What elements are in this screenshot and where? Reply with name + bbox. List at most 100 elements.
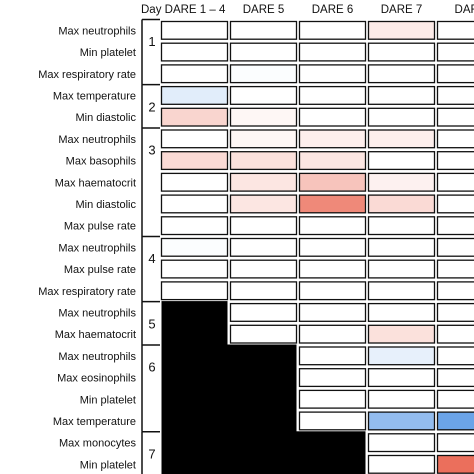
row-label: Max monocytes <box>59 438 137 450</box>
heatmap-cell <box>298 172 367 192</box>
heatmap-cell <box>436 324 474 344</box>
heatmap-cell <box>367 454 436 474</box>
heatmap-cell <box>298 346 367 366</box>
column-header: DARE 6 <box>312 4 354 16</box>
heatmap-cell <box>436 281 474 301</box>
row-label: Max basophils <box>66 156 137 168</box>
heatmap-cell <box>160 281 229 301</box>
heatmap-cell <box>298 237 367 257</box>
heatmap-cell <box>229 85 298 105</box>
not-applicable-block <box>161 322 228 346</box>
heatmap-cell <box>160 172 229 192</box>
group-number: 6 <box>148 360 155 375</box>
heatmap-cell <box>298 302 367 322</box>
heatmap-cell <box>229 259 298 279</box>
heatmap-cell <box>298 411 367 431</box>
heatmap-cell <box>367 346 436 366</box>
heatmap-cell <box>367 129 436 149</box>
heatmap-cell <box>229 151 298 171</box>
heatmap-cell <box>436 172 474 192</box>
row-labels: Max neutrophils Min platelet Max respirato… <box>38 25 136 471</box>
heatmap-cell <box>367 85 436 105</box>
heatmap-cell <box>367 281 436 301</box>
heatmap-cell <box>367 64 436 84</box>
heatmap-cell <box>367 172 436 192</box>
heatmap-cell <box>436 216 474 236</box>
not-applicable-block <box>161 366 297 389</box>
heatmap-cell <box>298 129 367 149</box>
heatmap-cell <box>229 64 298 84</box>
row-label: Max neutrophils <box>58 307 136 319</box>
column-header: Day DARE 1 – 4 <box>141 4 226 16</box>
row-label: Max haematocrit <box>55 329 136 341</box>
heatmap-cell <box>229 42 298 62</box>
heatmap-cell <box>298 64 367 84</box>
heatmap-cell <box>298 368 367 388</box>
group-number: 2 <box>148 99 155 114</box>
not-applicable-block <box>161 453 366 474</box>
heatmap-cells <box>160 20 474 474</box>
heatmap-cell <box>160 20 229 40</box>
heatmap-cell <box>229 20 298 40</box>
heatmap-cell <box>367 324 436 344</box>
heatmap-cell <box>160 216 229 236</box>
group-number: 4 <box>148 251 155 266</box>
row-label: Min platelet <box>80 459 136 471</box>
group-number: 5 <box>148 316 155 331</box>
heatmap-cell <box>436 433 474 453</box>
heatmap-cell <box>436 368 474 388</box>
not-applicable-block <box>161 387 297 411</box>
heatmap-cell <box>160 237 229 257</box>
row-label: Max eosinophils <box>57 373 136 385</box>
heatmap-cell <box>436 389 474 409</box>
row-label: Min diastolic <box>75 112 136 124</box>
heatmap-cell <box>367 389 436 409</box>
heatmap-cell <box>298 20 367 40</box>
heatmap-cell <box>436 237 474 257</box>
group-number: 7 <box>148 447 155 462</box>
heatmap-cell <box>229 302 298 322</box>
heatmap-cell <box>298 216 367 236</box>
heatmap-cell <box>367 259 436 279</box>
heatmap-cell <box>298 281 367 301</box>
heatmap-cell <box>367 433 436 453</box>
heatmap-cell <box>436 151 474 171</box>
heatmap-cell <box>436 346 474 366</box>
heatmap-cell <box>160 107 229 127</box>
column-header: DARE 7 <box>381 4 423 16</box>
heatmap-cell <box>160 151 229 171</box>
heatmap-cell <box>298 107 367 127</box>
row-label: Max temperature <box>53 90 136 102</box>
heatmap-cell <box>298 389 367 409</box>
heatmap-cell <box>436 302 474 322</box>
heatmap-cell <box>436 107 474 127</box>
heatmap-cell <box>229 172 298 192</box>
heatmap-cell <box>229 194 298 214</box>
heatmap-cell <box>298 259 367 279</box>
heatmap-cell <box>367 216 436 236</box>
heatmap-cell <box>436 259 474 279</box>
heatmap-cell <box>367 42 436 62</box>
heatmap-cell <box>229 281 298 301</box>
heatmap-cell <box>436 194 474 214</box>
heatmap-cell <box>298 194 367 214</box>
row-label: Min platelet <box>80 394 136 406</box>
heatmap-cell <box>436 20 474 40</box>
row-label: Max haematocrit <box>55 177 136 189</box>
heatmap-cell <box>367 411 436 431</box>
heatmap-cell <box>229 129 298 149</box>
heatmap-cell <box>160 85 229 105</box>
column-header: DARE 5 <box>243 4 285 16</box>
row-label: Max neutrophils <box>58 25 136 37</box>
column-header: DARE <box>455 4 474 16</box>
heatmap-cell <box>229 237 298 257</box>
not-applicable-block <box>161 431 366 454</box>
heatmap-cell <box>436 129 474 149</box>
heatmap-cell <box>367 107 436 127</box>
heatmap-cell <box>367 302 436 322</box>
heatmap-cell <box>436 42 474 62</box>
heatmap-cell <box>367 368 436 388</box>
heatmap-cell <box>160 129 229 149</box>
row-label: Max pulse rate <box>64 264 136 276</box>
